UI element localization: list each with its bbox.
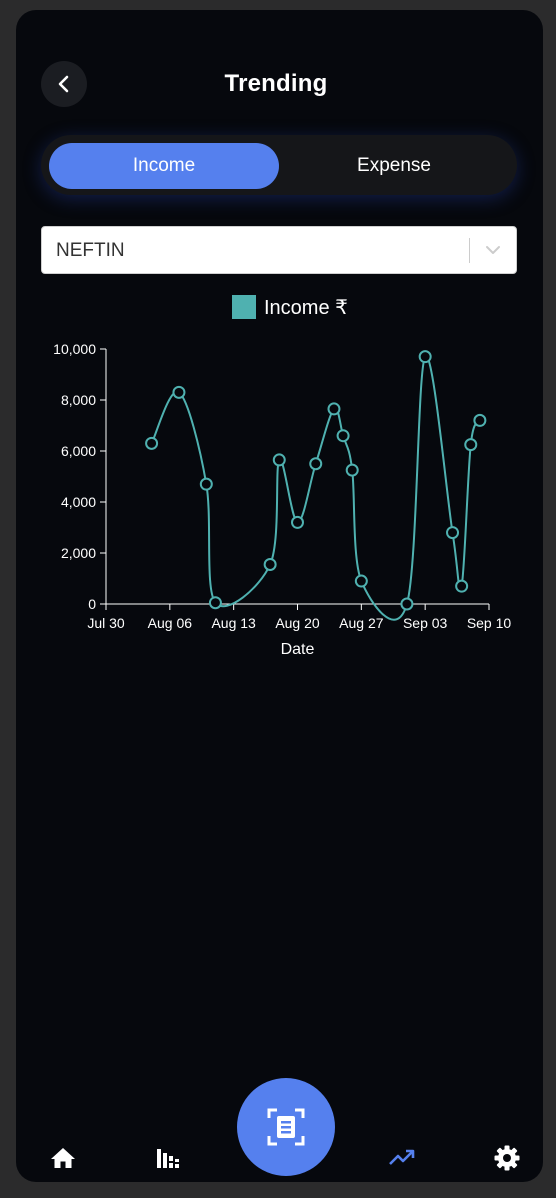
stats-icon xyxy=(157,1149,179,1168)
data-point[interactable] xyxy=(354,574,368,588)
category-select[interactable]: NEFTIN xyxy=(41,226,517,274)
home-icon xyxy=(51,1148,75,1168)
x-tick-label: Jul 30 xyxy=(87,615,125,631)
x-tick-label: Aug 20 xyxy=(275,615,320,631)
nav-home[interactable] xyxy=(45,1142,81,1174)
data-point[interactable] xyxy=(455,579,469,593)
data-point[interactable] xyxy=(263,557,277,571)
gear-icon xyxy=(494,1145,520,1171)
expense-tab[interactable]: Expense xyxy=(357,155,431,176)
back-button[interactable] xyxy=(41,61,87,107)
chart-legend: Income ₹ xyxy=(232,294,348,320)
income-line-chart: 0 2,000 4,000 6,000 8,000 10,000 Jul 30 Aug 06… xyxy=(53,341,512,658)
y-tick-label: 2,000 xyxy=(61,545,96,561)
scan-receipt-icon xyxy=(267,1108,305,1146)
income-expense-toggle: Income Expense xyxy=(41,135,517,195)
data-point[interactable] xyxy=(291,515,304,529)
bottom-nav xyxy=(16,1070,543,1182)
y-tick-label: 10,000 xyxy=(53,341,96,357)
nav-stats[interactable] xyxy=(150,1142,186,1174)
income-tab[interactable]: Income xyxy=(49,143,279,189)
data-point[interactable] xyxy=(473,413,487,427)
data-point[interactable] xyxy=(145,436,159,450)
chevron-left-icon xyxy=(58,75,69,93)
legend-label: Income ₹ xyxy=(264,296,348,319)
scan-receipt-button[interactable] xyxy=(237,1078,335,1176)
app-screen: Trending Income Expense NEFTIN Income ₹ … xyxy=(16,10,543,1182)
y-tick-label: 4,000 xyxy=(61,494,96,510)
x-tick-label: Sep 10 xyxy=(467,615,512,631)
data-point[interactable] xyxy=(345,463,359,477)
x-tick-label: Aug 06 xyxy=(148,615,193,631)
data-point[interactable] xyxy=(464,438,478,452)
data-point[interactable] xyxy=(309,457,323,471)
x-tick-label: Aug 13 xyxy=(211,615,256,631)
data-point[interactable] xyxy=(172,385,186,399)
data-point[interactable] xyxy=(327,402,341,416)
chevron-down-icon[interactable] xyxy=(484,241,502,259)
nav-trending[interactable] xyxy=(384,1142,420,1174)
header: Trending xyxy=(16,10,543,160)
category-select-value: NEFTIN xyxy=(56,240,125,261)
y-tick-label: 6,000 xyxy=(61,443,96,459)
x-tick-label: Aug 27 xyxy=(339,615,384,631)
page-title: Trending xyxy=(224,70,328,97)
data-point[interactable] xyxy=(400,597,414,611)
data-point[interactable] xyxy=(446,526,460,540)
trending-icon xyxy=(389,1149,415,1165)
data-point[interactable] xyxy=(272,453,286,467)
data-point[interactable] xyxy=(336,429,350,443)
data-point[interactable] xyxy=(418,350,432,364)
y-tick-label: 0 xyxy=(88,596,96,612)
y-tick-label: 8,000 xyxy=(61,392,96,408)
legend-swatch xyxy=(232,295,256,319)
x-tick-label: Sep 03 xyxy=(403,615,448,631)
income-series-line xyxy=(150,355,481,621)
nav-settings[interactable] xyxy=(489,1142,525,1174)
data-point[interactable] xyxy=(199,477,213,491)
x-axis-title: Date xyxy=(281,641,315,658)
data-point[interactable] xyxy=(208,596,222,610)
select-separator xyxy=(469,238,470,263)
